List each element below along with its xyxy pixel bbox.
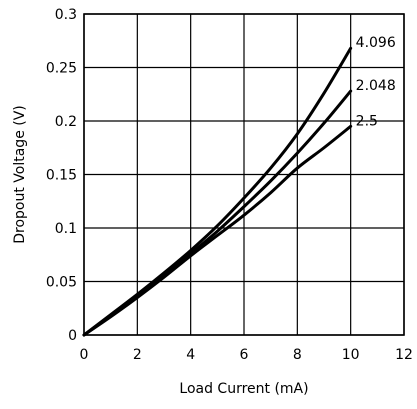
x-tick-label: 0 — [80, 347, 89, 363]
series-line-2-048 — [84, 91, 351, 335]
series-label: 2.048 — [356, 78, 396, 94]
y-tick-label: 0.1 — [55, 221, 77, 237]
x-tick-label: 8 — [293, 347, 302, 363]
x-tick-label: 10 — [342, 347, 360, 363]
x-tick-label: 6 — [240, 347, 249, 363]
series-curves — [84, 48, 351, 335]
series-label: 2.5 — [356, 113, 378, 129]
y-tick-label: 0.05 — [46, 275, 77, 291]
grid-lines — [84, 14, 404, 335]
y-tick-label: 0.3 — [55, 7, 77, 23]
x-axis-label: Load Current (mA) — [179, 381, 308, 397]
series-line-4-096 — [84, 48, 351, 335]
y-tick-label: 0.25 — [46, 61, 77, 77]
series-labels: 4.096 2.048 2.5 — [356, 35, 396, 129]
y-axis-label: Dropout Voltage (V) — [12, 105, 28, 244]
y-tick-label: 0 — [68, 328, 77, 344]
y-tick-label: 0.2 — [55, 114, 77, 130]
x-tick-label: 12 — [395, 347, 413, 363]
series-label: 4.096 — [356, 35, 396, 51]
y-tick-labels: 0 0.05 0.1 0.15 0.2 0.25 0.3 — [46, 7, 77, 344]
x-tick-label: 2 — [133, 347, 142, 363]
x-tick-labels: 0 2 4 6 8 10 12 — [80, 347, 413, 363]
y-tick-label: 0.15 — [46, 168, 77, 184]
x-tick-label: 4 — [186, 347, 195, 363]
